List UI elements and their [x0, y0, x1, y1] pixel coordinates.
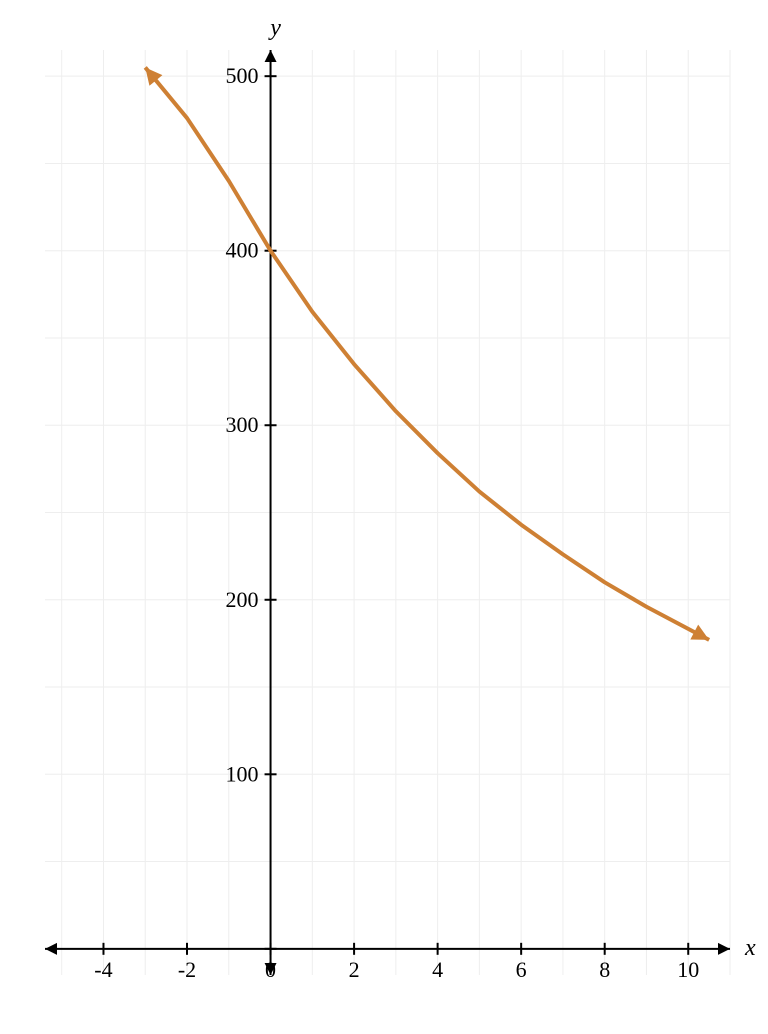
- x-axis-label: x: [744, 935, 756, 961]
- exponential-decay-chart: -4 -2 0 2 4 6 8 10 100 200 300 400 500 x y: [0, 0, 768, 1034]
- chart-svg: -4 -2 0 2 4 6 8 10 100 200 300 400 500 x y: [0, 0, 768, 1034]
- x-tick-label: 0: [265, 957, 276, 982]
- y-tick-label: 500: [226, 63, 259, 88]
- x-tick-label: 6: [516, 957, 527, 982]
- y-tick-label: 200: [226, 587, 259, 612]
- x-tick-label: -4: [94, 957, 112, 982]
- x-tick-label: 2: [349, 957, 360, 982]
- x-tick-label: 4: [432, 957, 443, 982]
- x-tick-label: -2: [178, 957, 196, 982]
- y-axis-label: y: [268, 15, 281, 41]
- y-tick-label: 400: [226, 238, 259, 263]
- x-tick-label: 10: [677, 957, 699, 982]
- y-tick-label: 300: [226, 412, 259, 437]
- y-tick-label: 100: [226, 761, 259, 786]
- x-tick-label: 8: [599, 957, 610, 982]
